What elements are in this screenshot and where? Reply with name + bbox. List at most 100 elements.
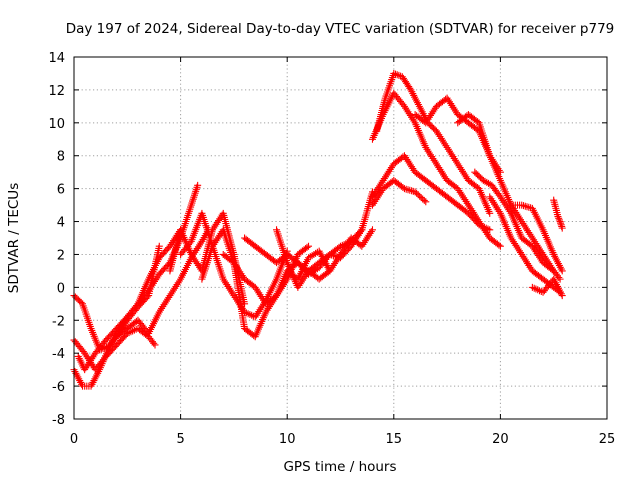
track-marks	[285, 268, 300, 282]
track-marks	[242, 326, 258, 340]
satellite-track-12	[283, 226, 376, 283]
track-marks	[157, 293, 173, 314]
track-marks	[508, 211, 525, 240]
track-marks	[555, 214, 563, 224]
track-marks	[487, 235, 503, 249]
track-marks	[530, 284, 545, 295]
track-marks	[157, 260, 173, 277]
satellite-track-22	[528, 275, 566, 300]
track-marks	[242, 276, 258, 290]
satellite-track-23	[550, 196, 566, 232]
data-point	[486, 226, 494, 234]
track-marks	[146, 272, 162, 293]
track-marks	[81, 382, 93, 390]
satellite-track-15	[368, 152, 494, 234]
track-marks	[252, 310, 269, 339]
track-marks	[551, 277, 565, 298]
track-marks	[508, 236, 524, 257]
track-marks	[466, 120, 482, 134]
x-tick-label: 0	[70, 432, 78, 447]
x-tick-label: 20	[492, 432, 509, 447]
track-marks	[295, 243, 311, 257]
track-marks	[540, 228, 557, 257]
track-marks	[497, 178, 514, 207]
track-marks	[220, 277, 237, 298]
track-marks	[530, 236, 546, 257]
track-marks	[402, 104, 418, 125]
track-marks	[382, 72, 397, 100]
x-tick-label: 15	[386, 432, 403, 447]
data-point	[400, 185, 408, 193]
track-marks	[413, 189, 428, 204]
satellite-track-16	[368, 176, 430, 209]
track-marks	[242, 235, 258, 249]
satellite-track-5	[113, 226, 212, 341]
track-marks	[455, 202, 471, 216]
y-tick-label: 2	[57, 248, 65, 263]
track-marks	[327, 252, 343, 273]
track-marks	[444, 145, 461, 166]
track-marks	[327, 243, 343, 257]
data-point	[486, 209, 494, 217]
track-marks	[242, 309, 257, 320]
track-marks	[349, 235, 364, 249]
track-marks	[399, 74, 414, 92]
track-marks	[550, 198, 559, 210]
y-axis-label: SDTVAR / TECUs	[6, 183, 22, 293]
data-point	[368, 226, 376, 234]
track-marks	[434, 129, 450, 150]
track-marks	[497, 211, 514, 240]
track-marks	[519, 219, 535, 240]
track-marks	[88, 326, 103, 352]
track-marks	[252, 285, 269, 306]
track-marks	[391, 153, 407, 167]
track-marks	[317, 268, 332, 282]
track-marks	[476, 121, 493, 158]
y-tick-label: -8	[52, 413, 65, 428]
track-marks	[103, 326, 119, 343]
track-marks	[135, 288, 151, 306]
track-marks	[71, 338, 87, 355]
track-marks	[519, 235, 535, 249]
data-point	[305, 254, 313, 262]
track-marks	[434, 162, 450, 183]
track-marks	[263, 293, 279, 307]
track-marks	[316, 249, 333, 273]
track-marks	[358, 190, 376, 232]
track-marks	[455, 162, 471, 183]
track-marks	[188, 183, 201, 207]
track-marks	[530, 244, 546, 265]
track-marks	[167, 228, 184, 273]
track-marks	[285, 252, 300, 265]
track-marks	[434, 95, 450, 109]
track-marks	[253, 243, 268, 257]
track-marks	[455, 187, 471, 207]
track-marks	[306, 248, 321, 261]
data-point	[241, 300, 249, 308]
track-marks	[472, 170, 486, 183]
track-marks	[477, 222, 492, 233]
track-marks	[551, 269, 563, 281]
track-marks	[82, 351, 98, 372]
track-marks	[466, 178, 482, 191]
track-marks	[413, 169, 428, 183]
track-marks	[199, 211, 216, 248]
track-marks	[146, 334, 158, 347]
axis-ticks	[73, 56, 608, 420]
track-marks	[338, 236, 354, 257]
data-point	[422, 198, 430, 206]
data-point	[155, 242, 163, 250]
track-marks	[178, 256, 194, 281]
plot-frame	[73, 56, 608, 420]
track-marks	[79, 302, 94, 330]
data-marks	[70, 69, 566, 390]
track-marks	[423, 178, 439, 191]
track-marks	[177, 228, 194, 257]
track-marks	[88, 368, 103, 388]
track-marks	[93, 338, 109, 355]
track-marks	[146, 256, 162, 281]
track-marks	[167, 277, 183, 298]
data-point	[305, 242, 313, 250]
track-marks	[146, 310, 162, 335]
